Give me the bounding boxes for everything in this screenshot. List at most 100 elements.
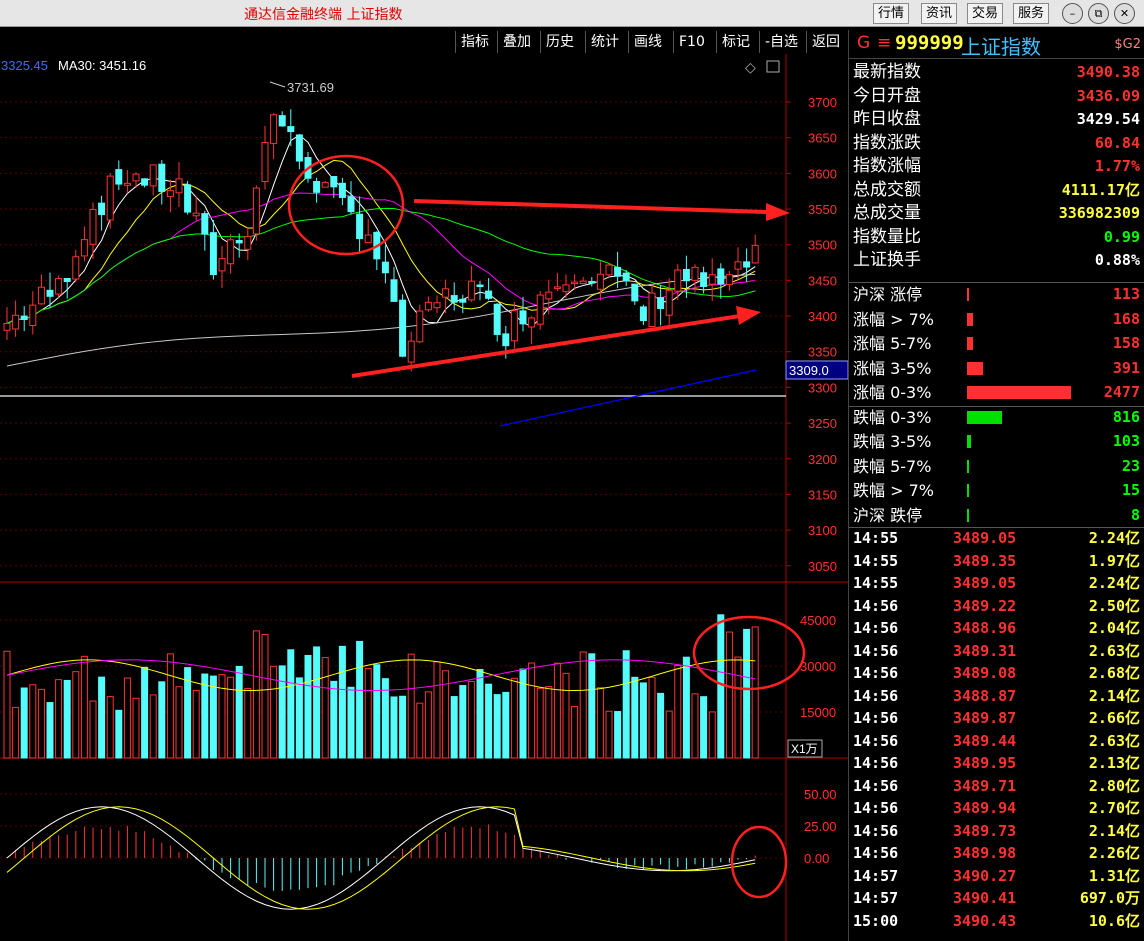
stock-menu-icon[interactable]: ≡: [877, 33, 892, 53]
ma-line: [6, 207, 756, 324]
candle-body: [252, 187, 260, 235]
tick-price: 3489.73: [953, 821, 1017, 840]
candle-body: [98, 202, 106, 216]
breadth-bar: [967, 386, 1071, 399]
tool-overlay[interactable]: 叠加: [497, 31, 536, 53]
arrowhead-lower-icon: [736, 306, 761, 325]
candle-body: [751, 244, 759, 264]
tick-price: 3489.94: [953, 799, 1017, 817]
volume-bar: [356, 640, 364, 759]
candle-body: [227, 239, 235, 265]
breadth-label: 跌幅 > 7%: [853, 481, 934, 500]
quote-row: 指数涨跌 60.84: [849, 132, 1142, 155]
breadth-value: 113: [1112, 285, 1140, 303]
tick-price: 3489.98: [953, 844, 1017, 862]
quote-row: 最新指数 3490.38: [849, 61, 1142, 84]
tick-row: 14:56 3489.87 2.66亿: [849, 707, 1142, 730]
tool-watchlist[interactable]: -自选: [759, 31, 803, 53]
divider: [849, 282, 1144, 283]
breadth-label: 跌幅 3-5%: [853, 432, 932, 451]
kline-chart[interactable]: 3700 3650 3600 3550 3500 3450 3400 3350 3300 3250…: [0, 54, 848, 941]
candle-body: [330, 176, 338, 188]
volume-bar: [364, 667, 372, 759]
high-label: 3731.69: [287, 80, 334, 95]
breadth-label: 跌幅 0-3%: [853, 407, 932, 427]
market-button[interactable]: 行情: [873, 3, 910, 24]
candle-body: [485, 290, 493, 299]
candle-body: [700, 272, 708, 287]
price-axis-label: 3550: [808, 202, 837, 217]
volume-bar: [553, 662, 561, 759]
trade-button[interactable]: 交易: [967, 3, 1004, 24]
breadth-bar: [967, 459, 969, 473]
restore-icon[interactable]: ⧉: [1088, 3, 1109, 24]
volume-bar: [416, 702, 424, 759]
tick-time: 14:56: [853, 799, 899, 817]
candle-body: [467, 280, 475, 301]
tick-price: 3488.87: [953, 686, 1017, 705]
divider: [849, 406, 1144, 407]
tool-statistics[interactable]: 统计: [585, 31, 624, 53]
candle-body: [510, 310, 518, 342]
candle-body: [364, 234, 372, 244]
tool-indicator[interactable]: 指标: [455, 31, 494, 53]
breadth-bar: [967, 484, 969, 497]
breadth-row: 涨幅 0-3% 2477: [849, 381, 1142, 404]
candle-body: [63, 278, 71, 282]
tool-history[interactable]: 历史: [540, 31, 579, 53]
ma-long-line: [6, 273, 756, 367]
quote-value: 0.88%: [1094, 251, 1140, 269]
price-axis-label: 3250: [808, 416, 837, 431]
volume-bar: [485, 683, 493, 759]
tick-price: 3490.43: [953, 911, 1017, 930]
candle-body: [424, 301, 432, 311]
tool-f10[interactable]: F10: [673, 31, 710, 53]
volume-bar: [304, 654, 312, 759]
tick-volume: 2.63亿: [1088, 731, 1140, 750]
candle-body: [270, 114, 278, 144]
tool-back[interactable]: 返回: [806, 31, 845, 53]
macd-line: [6, 806, 756, 910]
service-button[interactable]: 服务: [1013, 3, 1050, 24]
volume-bar: [381, 678, 389, 759]
minimize-icon[interactable]: –: [1062, 3, 1083, 24]
volume-bar: [424, 691, 432, 759]
tool-mark[interactable]: 标记: [716, 31, 755, 53]
volume-bar: [450, 696, 458, 759]
candle-body: [338, 182, 346, 198]
close-icon[interactable]: ✕: [1114, 3, 1135, 24]
volume-bar: [20, 687, 28, 759]
candle-body: [175, 178, 183, 194]
breadth-row: 跌幅 5-7% 23: [849, 455, 1142, 478]
volume-bar: [12, 706, 20, 759]
tick-time: 14:56: [853, 686, 899, 705]
panel-toggle-icon[interactable]: [766, 60, 780, 73]
candle-body: [347, 196, 355, 213]
candle-body: [622, 272, 630, 282]
stock-badge: $G2: [1114, 37, 1141, 52]
candle-body: [536, 294, 544, 325]
candle-body: [571, 281, 579, 285]
volume-bar: [63, 679, 71, 759]
tick-time: 14:56: [853, 709, 899, 727]
quote-row: 上证换手 0.88%: [849, 249, 1142, 272]
breadth-value: 103: [1112, 432, 1140, 450]
volume-bar: [123, 677, 131, 759]
tick-row: 14:56 3489.44 2.63亿: [849, 730, 1142, 753]
candle-body: [356, 213, 364, 240]
candle-body: [89, 208, 97, 245]
news-button[interactable]: 资讯: [921, 3, 958, 24]
tick-row: 14:56 3489.95 2.13亿: [849, 752, 1142, 775]
volume-bar: [622, 650, 630, 759]
price-axis-label: 3400: [808, 309, 837, 324]
tick-time: 14:56: [853, 731, 899, 750]
diamond-icon[interactable]: ◇: [745, 60, 756, 76]
tick-time: 14:55: [853, 574, 899, 592]
quote-value: 1.77%: [1094, 157, 1140, 175]
annotation-circle-volume: [692, 615, 806, 691]
volume-bar: [502, 691, 510, 759]
quote-row: 总成交量 336982309: [849, 202, 1142, 225]
volume-bar: [373, 664, 381, 759]
tool-draw-line[interactable]: 画线: [628, 31, 667, 53]
volume-bar: [519, 668, 527, 759]
